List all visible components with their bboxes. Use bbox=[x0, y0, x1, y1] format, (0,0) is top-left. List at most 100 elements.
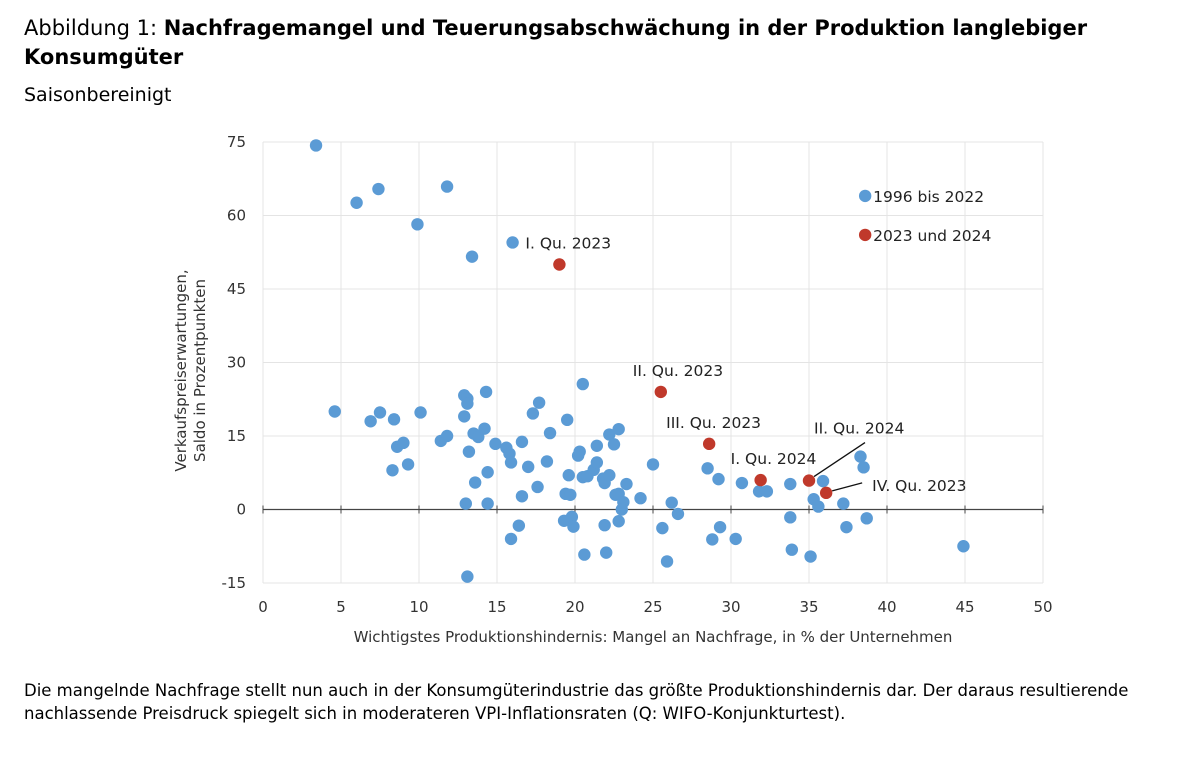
data-point-1996-2022 bbox=[615, 503, 628, 516]
data-point-1996-2022 bbox=[784, 511, 797, 524]
data-point-1996-2022 bbox=[515, 435, 529, 449]
data-point-1996-2022 bbox=[712, 472, 725, 486]
data-point-1996-2022 bbox=[620, 477, 633, 491]
x-tick-label: 25 bbox=[643, 598, 662, 616]
data-point-1996-2022 bbox=[562, 469, 575, 482]
y-tick-label: 45 bbox=[227, 280, 246, 298]
y-tick-label: 15 bbox=[227, 427, 246, 445]
data-point-1996-2022 bbox=[543, 426, 557, 440]
y-tick-label: -15 bbox=[222, 574, 247, 592]
data-point-1996-2022 bbox=[660, 555, 674, 568]
data-point-1996-2022 bbox=[401, 458, 415, 471]
data-point-1996-2022 bbox=[328, 405, 341, 418]
x-tick-label: 20 bbox=[565, 598, 584, 616]
chart-caption: Die mangelnde Nachfrage stellt nun auch … bbox=[24, 681, 1129, 723]
y-axis-label-line: Verkaufspreiserwartungen, bbox=[172, 269, 190, 471]
data-point-1996-2022 bbox=[760, 485, 774, 498]
data-point-1996-2022 bbox=[603, 469, 616, 482]
data-point-1996-2022 bbox=[565, 510, 579, 524]
data-point-1996-2022 bbox=[854, 450, 867, 463]
data-point-1996-2022 bbox=[440, 429, 454, 443]
y-tick-label: 30 bbox=[227, 354, 246, 372]
annotation-label: III. Qu. 2023 bbox=[666, 414, 761, 432]
data-point-1996-2022 bbox=[665, 496, 678, 509]
data-point-1996-2022 bbox=[837, 497, 850, 510]
data-point-1996-2022 bbox=[816, 474, 830, 488]
data-point-2023-2024 bbox=[702, 437, 716, 451]
data-point-1996-2022 bbox=[612, 422, 625, 436]
data-point-1996-2022 bbox=[860, 512, 873, 525]
data-point-1996-2022 bbox=[462, 445, 476, 458]
x-tick-label: 35 bbox=[799, 598, 818, 616]
data-point-2023-2024 bbox=[819, 486, 833, 500]
data-point-1996-2022 bbox=[607, 438, 621, 451]
data-point-1996-2022 bbox=[735, 476, 749, 490]
legend: 1996 bis 2022 2023 und 2024 bbox=[858, 188, 991, 245]
legend-marker bbox=[858, 228, 872, 242]
data-point-1996-2022 bbox=[561, 413, 574, 427]
y-tick-label: 0 bbox=[236, 501, 246, 519]
data-point-2023-2024 bbox=[654, 385, 667, 399]
data-point-1996-2022 bbox=[386, 464, 399, 477]
data-point-1996-2022 bbox=[576, 377, 589, 391]
x-tick-label: 10 bbox=[409, 598, 428, 616]
y-axis-label-line: Saldo in Prozentpunkten bbox=[191, 279, 209, 462]
annotation-label: II. Qu. 2023 bbox=[633, 362, 723, 380]
x-tick-label: 50 bbox=[1033, 598, 1052, 616]
data-point-1996-2022 bbox=[372, 182, 385, 196]
chart-subtitle: Saisonbereinigt bbox=[24, 84, 172, 106]
axes-layer: 0 5 10 15 20 25 30 35 40 45 50 -15 0 15 30 45 60 75 Wichti… bbox=[172, 133, 1053, 646]
title-prefix: Abbildung 1: bbox=[24, 16, 164, 40]
data-point-1996-2022 bbox=[468, 476, 482, 489]
data-point-1996-2022 bbox=[578, 548, 591, 561]
data-point-1996-2022 bbox=[804, 550, 817, 563]
data-point-1996-2022 bbox=[590, 439, 604, 452]
data-point-1996-2022 bbox=[784, 477, 797, 491]
data-point-1996-2022 bbox=[504, 456, 518, 469]
data-point-1996-2022 bbox=[411, 218, 424, 231]
data-point-1996-2022 bbox=[526, 407, 540, 420]
data-point-1996-2022 bbox=[540, 455, 554, 468]
data-point-1996-2022 bbox=[512, 519, 526, 532]
data-point-1996-2022 bbox=[387, 413, 401, 426]
legend-label: 1996 bis 2022 bbox=[873, 188, 984, 206]
data-point-1996-2022 bbox=[634, 492, 647, 505]
data-point-1996-2022 bbox=[785, 543, 799, 556]
data-point-1996-2022 bbox=[532, 396, 546, 409]
legend-marker bbox=[858, 189, 872, 203]
data-point-1996-2022 bbox=[515, 490, 529, 503]
data-point-1996-2022 bbox=[603, 428, 616, 441]
data-point-1996-2022 bbox=[522, 460, 535, 474]
x-tick-label: 15 bbox=[487, 598, 506, 616]
data-point-1996-2022 bbox=[440, 180, 454, 193]
data-point-1996-2022 bbox=[506, 236, 519, 249]
data-point-1996-2022 bbox=[459, 497, 472, 510]
data-point-1996-2022 bbox=[481, 466, 494, 479]
data-point-2023-2024 bbox=[802, 474, 816, 487]
data-point-1996-2022 bbox=[656, 521, 669, 535]
data-point-1996-2022 bbox=[590, 456, 604, 469]
points-layer bbox=[309, 139, 970, 583]
data-point-1996-2022 bbox=[478, 422, 491, 435]
data-point-1996-2022 bbox=[458, 410, 471, 423]
x-axis-label: Wichtigstes Produktionshindernis: Mangel… bbox=[354, 628, 953, 646]
title-bold: Nachfragemangel und Teuerungsabschwächun… bbox=[24, 16, 1088, 69]
data-point-1996-2022 bbox=[364, 415, 377, 428]
data-point-1996-2022 bbox=[414, 406, 427, 419]
data-point-1996-2022 bbox=[857, 461, 870, 474]
data-point-1996-2022 bbox=[729, 532, 742, 546]
data-point-1996-2022 bbox=[713, 520, 727, 534]
data-point-1996-2022 bbox=[465, 250, 479, 263]
y-tick-label: 60 bbox=[227, 207, 246, 225]
data-point-1996-2022 bbox=[573, 445, 586, 458]
data-point-1996-2022 bbox=[461, 570, 474, 583]
data-point-1996-2022 bbox=[564, 488, 577, 501]
data-point-1996-2022 bbox=[840, 520, 853, 534]
data-point-1996-2022 bbox=[481, 497, 494, 510]
data-point-1996-2022 bbox=[957, 540, 970, 553]
data-point-1996-2022 bbox=[531, 480, 544, 494]
x-tick-label: 5 bbox=[336, 598, 346, 616]
data-point-1996-2022 bbox=[598, 518, 611, 532]
y-tick-label: 75 bbox=[227, 133, 246, 151]
